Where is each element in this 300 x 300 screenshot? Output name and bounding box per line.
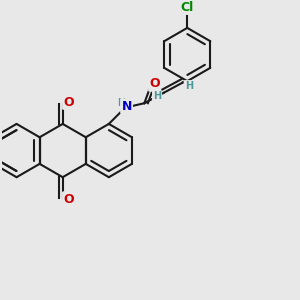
Text: H: H <box>153 92 161 101</box>
Text: H: H <box>118 98 126 108</box>
Text: N: N <box>122 100 132 113</box>
Text: O: O <box>149 77 160 91</box>
Text: O: O <box>63 96 74 109</box>
Text: H: H <box>185 81 193 91</box>
Text: O: O <box>63 193 74 206</box>
Text: Cl: Cl <box>181 1 194 14</box>
